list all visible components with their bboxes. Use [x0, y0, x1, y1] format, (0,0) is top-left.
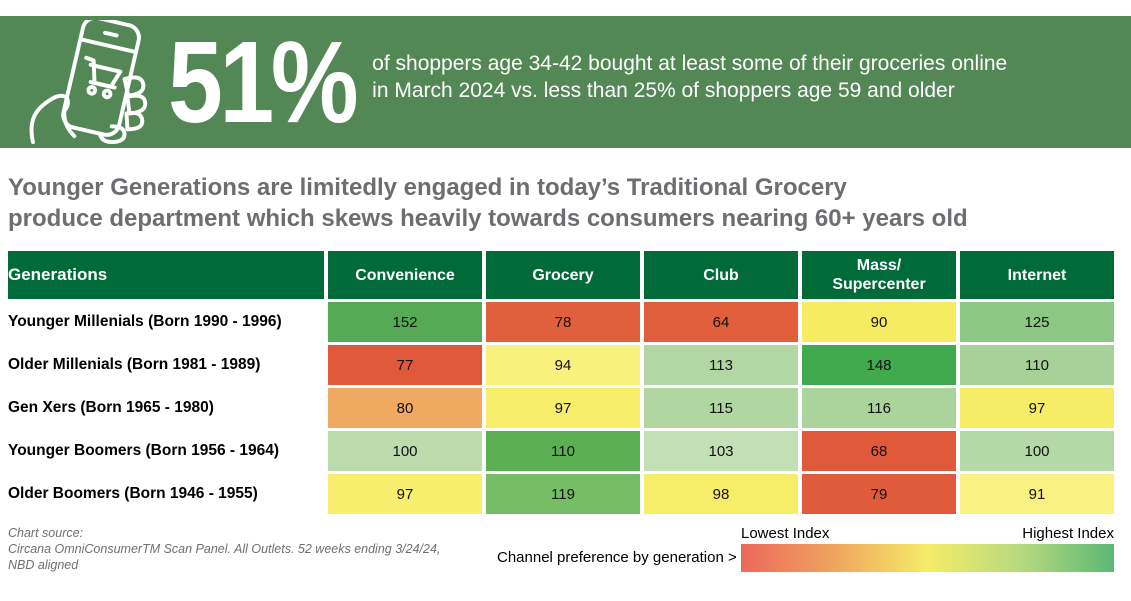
heatmap-cell: 78	[486, 302, 640, 342]
heatmap-body: Younger Millenials (Born 1990 - 1996) 152…	[8, 302, 1114, 514]
heatmap-cell: 64	[644, 302, 798, 342]
legend-lowest-label: Lowest Index	[741, 525, 830, 542]
generation-label: Younger Boomers (Born 1956 - 1964)	[8, 431, 324, 471]
generation-label: Older Boomers (Born 1946 - 1955)	[8, 474, 324, 514]
heatmap-cell: 100	[960, 431, 1114, 471]
heatmap-cell: 116	[802, 388, 956, 428]
column-header: Convenience	[328, 251, 482, 299]
footer: Chart source: Circana OmniConsumerTM Sca…	[0, 521, 1131, 601]
heatmap-cell: 148	[802, 345, 956, 385]
heatmap-cell: 98	[644, 474, 798, 514]
heatmap-cell: 100	[328, 431, 482, 471]
stat-description-line1: of shoppers age 34-42 bought at least so…	[372, 52, 1008, 75]
table-row: Older Boomers (Born 1946 - 1955) 97 119 98 7…	[8, 474, 1114, 514]
top-banner: 51% of shoppers age 34-42 bought at leas…	[0, 16, 1131, 148]
heatmap-cell: 79	[802, 474, 956, 514]
generation-label: Younger Millenials (Born 1990 - 1996)	[8, 302, 324, 342]
stat-description-line2: in March 2024 vs. less than 25% of shopp…	[372, 79, 955, 102]
column-header: Grocery	[486, 251, 640, 299]
chart-source-line1: Chart source:	[8, 526, 84, 540]
heatmap-cell: 103	[644, 431, 798, 471]
heatmap-cell: 94	[486, 345, 640, 385]
heatmap-cell: 125	[960, 302, 1114, 342]
heatmap-cell: 113	[644, 345, 798, 385]
heatmap-cell: 119	[486, 474, 640, 514]
heatmap-cell: 90	[802, 302, 956, 342]
hand-holding-phone-shopping-cart-icon	[29, 20, 148, 144]
heatmap-cell: 97	[960, 388, 1114, 428]
column-header: Club	[644, 251, 798, 299]
generation-label: Older Millenials (Born 1981 - 1989)	[8, 345, 324, 385]
generation-label: Gen Xers (Born 1965 - 1980)	[8, 388, 324, 428]
heatmap-cell: 152	[328, 302, 482, 342]
legend-highest-label: Highest Index	[1022, 525, 1114, 542]
legend-gradient-bar	[741, 544, 1114, 572]
table-row: Gen Xers (Born 1965 - 1980) 80 97 115 116 97	[8, 388, 1114, 428]
stat-value: 51%	[168, 17, 359, 147]
page-title: Younger Generations are limitedly engage…	[8, 172, 1123, 234]
stat-description: of shoppers age 34-42 bought at least so…	[372, 50, 1007, 104]
heatmap-cell: 97	[328, 474, 482, 514]
heatmap-cell: 110	[960, 345, 1114, 385]
heatmap-cell: 97	[486, 388, 640, 428]
table-row: Older Millenials (Born 1981 - 1989) 77 94 1…	[8, 345, 1114, 385]
column-header: Internet	[960, 251, 1114, 299]
heatmap-cell: 115	[644, 388, 798, 428]
chart-source-line3: NBD aligned	[8, 558, 79, 572]
heatmap-cell: 110	[486, 431, 640, 471]
heatmap-cell: 68	[802, 431, 956, 471]
page-title-line2: produce department which skews heavily t…	[8, 205, 968, 232]
table-header-row: Generations Convenience Grocery Club Mass/ S…	[8, 251, 1114, 299]
table-row: Younger Boomers (Born 1956 - 1964) 100 110…	[8, 431, 1114, 471]
chart-source-line2: Circana OmniConsumerTM Scan Panel. All O…	[8, 542, 441, 556]
legend-caption: Channel preference by generation >	[497, 549, 737, 566]
heatmap-cell: 77	[328, 345, 482, 385]
heatmap-table: Generations Convenience Grocery Club Mass/ S…	[4, 248, 1118, 517]
page-title-line1: Younger Generations are limitedly engage…	[8, 174, 847, 201]
chart-source-note: Chart source: Circana OmniConsumerTM Sca…	[8, 525, 440, 573]
column-header-generations: Generations	[8, 251, 324, 299]
table-row: Younger Millenials (Born 1990 - 1996) 152…	[8, 302, 1114, 342]
heatmap-cell: 80	[328, 388, 482, 428]
column-header: Mass/ Supercenter	[802, 251, 956, 299]
heatmap-cell: 91	[960, 474, 1114, 514]
